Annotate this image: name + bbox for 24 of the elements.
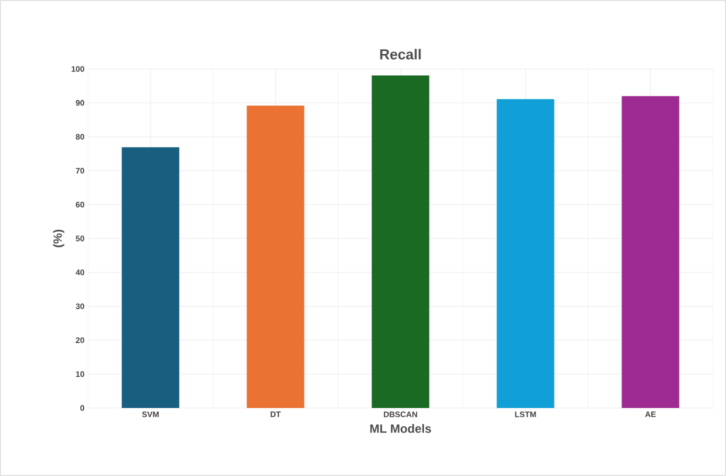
chart-title: Recall <box>380 48 421 60</box>
y-tick-label: 30 <box>76 303 84 310</box>
y-tick-label: 60 <box>76 202 84 208</box>
y-tick-label: 40 <box>76 270 84 276</box>
y-tick-label: 80 <box>76 134 84 140</box>
bar <box>246 106 304 408</box>
x-axis-title: ML Models <box>370 424 431 433</box>
x-tick-label: DT <box>270 412 281 418</box>
bar <box>122 147 180 408</box>
bar <box>372 75 430 408</box>
y-tick-label: 90 <box>76 100 84 106</box>
y-tick-label: 0 <box>80 405 84 411</box>
y-tick-label: 50 <box>76 236 84 242</box>
x-tick-label: SVM <box>142 412 159 418</box>
bar <box>622 96 680 408</box>
y-tick-label: 100 <box>72 66 84 72</box>
x-tick-label: LSTM <box>515 412 536 418</box>
x-tick-label: AE <box>645 412 656 418</box>
y-tick-label: 70 <box>76 168 84 174</box>
y-axis-title: (%) <box>53 230 64 248</box>
bar <box>496 99 554 408</box>
y-tick-label: 20 <box>76 337 84 344</box>
y-tick-label: 10 <box>76 371 84 377</box>
x-tick-label: DBSCAN <box>384 412 418 418</box>
